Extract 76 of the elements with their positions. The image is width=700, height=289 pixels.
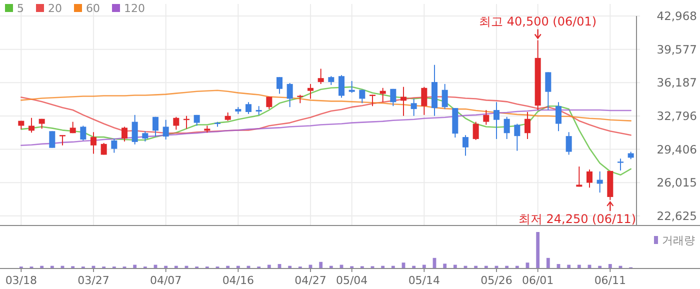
legend-label: 5 bbox=[17, 2, 24, 15]
x-tick-label: 05/04 bbox=[336, 274, 368, 287]
candlestick bbox=[524, 111, 530, 140]
candlestick bbox=[556, 102, 562, 132]
candlestick bbox=[390, 88, 396, 107]
bar bbox=[402, 262, 406, 268]
candlestick bbox=[142, 130, 148, 142]
candlestick bbox=[442, 83, 448, 110]
legend-label: 120 bbox=[124, 2, 145, 15]
candlestick bbox=[410, 98, 417, 116]
candlestick bbox=[286, 82, 293, 108]
bar bbox=[577, 264, 581, 268]
x-tick-label: 06/11 bbox=[594, 274, 626, 287]
candlestick bbox=[276, 76, 282, 94]
candlestick bbox=[421, 86, 428, 116]
bar bbox=[536, 232, 540, 268]
candlestick bbox=[308, 83, 314, 100]
candlestick bbox=[162, 119, 169, 140]
candlestick bbox=[318, 68, 324, 84]
y-tick-label: 42,968 bbox=[656, 9, 697, 23]
y-tick-label: 22,625 bbox=[656, 208, 697, 223]
legend-label: 거래량 bbox=[662, 234, 695, 247]
candlestick bbox=[566, 132, 572, 156]
candlestick bbox=[348, 80, 355, 94]
candlestick bbox=[462, 134, 468, 156]
candlestick bbox=[380, 87, 386, 103]
bar bbox=[319, 262, 323, 268]
candlestick bbox=[472, 121, 479, 140]
bar bbox=[422, 264, 426, 268]
x-tick-label: 05/14 bbox=[408, 274, 440, 287]
legend-label: 60 bbox=[86, 2, 100, 15]
x-tick-label: 03/18 bbox=[5, 274, 38, 287]
candlestick bbox=[266, 96, 272, 110]
candlestick bbox=[60, 134, 66, 146]
x-tick-label: 03/27 bbox=[78, 274, 110, 287]
candlestick bbox=[132, 114, 138, 145]
candlestick bbox=[618, 158, 624, 171]
x-tick-label: 04/07 bbox=[150, 274, 182, 287]
candlestick bbox=[173, 116, 180, 130]
candlestick bbox=[152, 116, 158, 138]
candlestick bbox=[359, 89, 366, 104]
candlestick bbox=[514, 123, 520, 152]
candlestick bbox=[80, 125, 86, 141]
candlestick bbox=[545, 72, 552, 111]
bar bbox=[443, 264, 447, 268]
x-tick-label: 04/27 bbox=[294, 274, 326, 287]
candlestick bbox=[90, 132, 96, 154]
bar bbox=[267, 264, 271, 268]
candlestick bbox=[111, 138, 118, 154]
y-tick-label: 29,406 bbox=[656, 142, 697, 156]
x-tick-label: 06/01 bbox=[522, 274, 554, 287]
candlestick bbox=[576, 166, 582, 188]
y-tick-label: 32,796 bbox=[656, 108, 697, 123]
x-tick-label: 05/26 bbox=[480, 274, 512, 287]
x-tick-label: 04/16 bbox=[222, 274, 254, 287]
bar bbox=[133, 264, 137, 268]
candlestick bbox=[494, 102, 500, 140]
candlestick bbox=[586, 168, 592, 188]
candlestick bbox=[504, 116, 510, 140]
bar bbox=[526, 262, 530, 268]
legend-label: 20 bbox=[48, 2, 62, 15]
bar bbox=[608, 264, 612, 268]
bar bbox=[567, 264, 571, 268]
annotation: 최저 24,250 (06/11) bbox=[518, 212, 636, 226]
candlestick bbox=[122, 126, 128, 142]
candlestick bbox=[49, 130, 56, 148]
candlestick bbox=[28, 117, 34, 134]
annotation: 최고 40,500 (06/01) bbox=[479, 14, 597, 28]
candlestick bbox=[483, 110, 490, 126]
candlestick bbox=[338, 74, 344, 98]
bar bbox=[546, 258, 550, 268]
y-tick-label: 26,015 bbox=[656, 176, 697, 190]
y-tick-label: 36,187 bbox=[656, 76, 697, 90]
candlestick bbox=[246, 102, 252, 114]
y-tick-label: 39,577 bbox=[656, 42, 697, 56]
bar bbox=[453, 264, 457, 268]
